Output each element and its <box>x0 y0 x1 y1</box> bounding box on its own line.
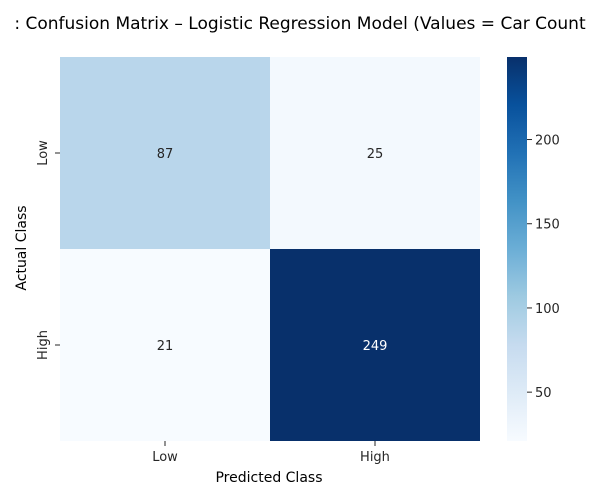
heatmap-cell-high-high <box>270 249 480 441</box>
heatmap-cell-high-low <box>60 249 270 441</box>
x-axis: Low High <box>152 441 390 465</box>
colorbar-tick-label: 50 <box>535 386 552 401</box>
colorbar-tick-label: 100 <box>535 302 560 317</box>
x-axis-label: Predicted Class <box>215 470 322 486</box>
cell-value-label: 21 <box>157 339 174 354</box>
heatmap-cell-low-low <box>60 57 270 249</box>
colorbar-tick-label: 150 <box>535 218 560 233</box>
colorbar-tick-label: 200 <box>535 134 560 149</box>
colorbar-gradient <box>507 57 527 441</box>
cell-value-label: 87 <box>157 147 174 162</box>
chart-title: : Confusion Matrix – Logistic Regression… <box>14 14 586 34</box>
y-tick-label: High <box>36 330 51 360</box>
y-tick-label: Low <box>36 140 51 166</box>
x-tick-label: High <box>360 450 390 465</box>
y-axis-label: Actual Class <box>14 205 30 290</box>
cell-value-label: 25 <box>367 147 384 162</box>
heatmap-cells: 87 25 21 249 <box>60 57 480 441</box>
heatmap-cell-low-high <box>270 57 480 249</box>
colorbar: 50 100 150 200 <box>507 57 560 441</box>
y-axis: Low High <box>36 140 60 360</box>
x-tick-label: Low <box>152 450 178 465</box>
cell-value-label: 249 <box>363 339 388 354</box>
